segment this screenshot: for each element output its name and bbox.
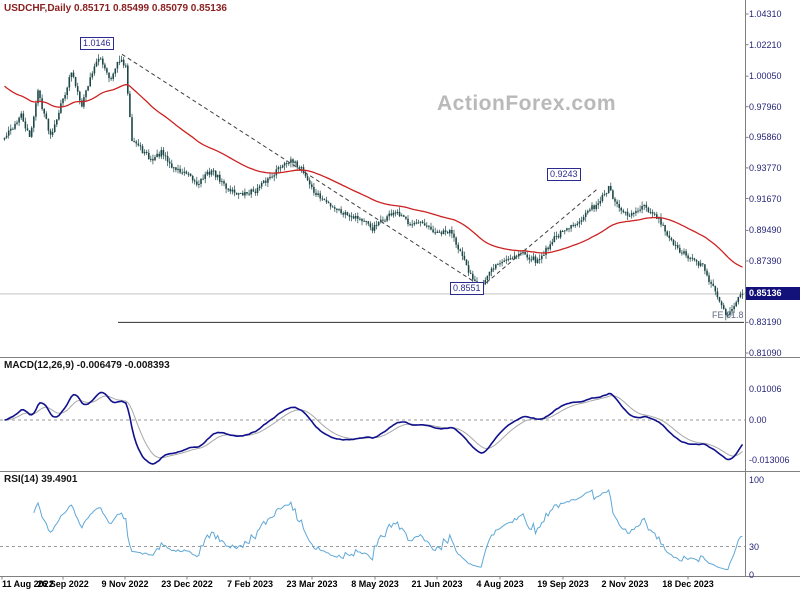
price-axis-label: 0.93770 — [749, 162, 782, 173]
date-label: 7 Feb 2023 — [226, 579, 274, 589]
price-axis-label: 1.00050 — [749, 71, 782, 82]
trendlines — [121, 53, 598, 288]
moving-average-line — [4, 83, 743, 268]
macd-indicator-label: MACD(12,26,9) -0.006479 -0.008393 — [4, 360, 170, 371]
rsi-indicator-label: RSI(14) 39.4901 — [4, 474, 78, 485]
macd-axis-label: 0.00 — [749, 415, 767, 425]
price-axis-label: 0.89490 — [749, 225, 782, 236]
date-label: 8 May 2023 — [351, 579, 399, 589]
price-axis-label: 0.81090 — [749, 348, 782, 358]
macd-signal-line — [4, 395, 743, 459]
symbol-title: USDCHF,Daily 0.85171 0.85499 0.85079 0.8… — [4, 3, 227, 14]
candles — [3, 54, 744, 321]
current-price-tag: 0.85136 — [746, 287, 800, 301]
pane-separators — [0, 0, 800, 577]
date-label: 11 Aug 2022 — [2, 579, 54, 589]
rsi-axis-label: 100 — [749, 475, 765, 485]
axis-ticks — [1, 13, 749, 580]
date-label: 9 Nov 2022 — [101, 579, 149, 589]
price-axis-label: 1.04310 — [749, 9, 782, 19]
date-label: 4 Aug 2023 — [476, 579, 524, 589]
date-label: 19 Sep 2023 — [537, 579, 589, 589]
date-label: 23 Dec 2022 — [161, 579, 213, 589]
price-annotation-flag: 1.0146 — [80, 36, 114, 50]
price-annotation-flag: 0.8551 — [450, 281, 484, 295]
price-axis-label: 0.97960 — [749, 101, 782, 112]
date-label: 18 Dec 2023 — [662, 579, 714, 589]
rsi-axis-label: 30 — [749, 541, 760, 552]
date-label: 2 Nov 2023 — [601, 579, 649, 589]
date-label: 26 Sep 2022 — [37, 579, 89, 589]
fib-extension-label: FE 61.8 — [712, 310, 744, 321]
macd-line — [4, 391, 744, 465]
price-axis-label: 0.87390 — [749, 256, 782, 267]
macd-axis-label: -0.013006 — [749, 455, 790, 466]
watermark: ActionForex.com — [437, 92, 617, 115]
rsi-line — [33, 488, 743, 570]
date-label: 23 Mar 2023 — [286, 579, 338, 589]
date-label: 21 Jun 2023 — [411, 579, 463, 589]
macd-axis-label: 0.01006 — [749, 384, 782, 394]
rsi-axis-label: 0 — [749, 570, 755, 580]
price-axis-label: 0.83190 — [749, 317, 782, 328]
price-annotation-flag: 0.9243 — [547, 168, 581, 182]
price-axis-label: 0.95860 — [749, 132, 782, 143]
price-axis-label: 0.91670 — [749, 193, 782, 204]
price-axis-label: 1.02210 — [749, 39, 782, 50]
